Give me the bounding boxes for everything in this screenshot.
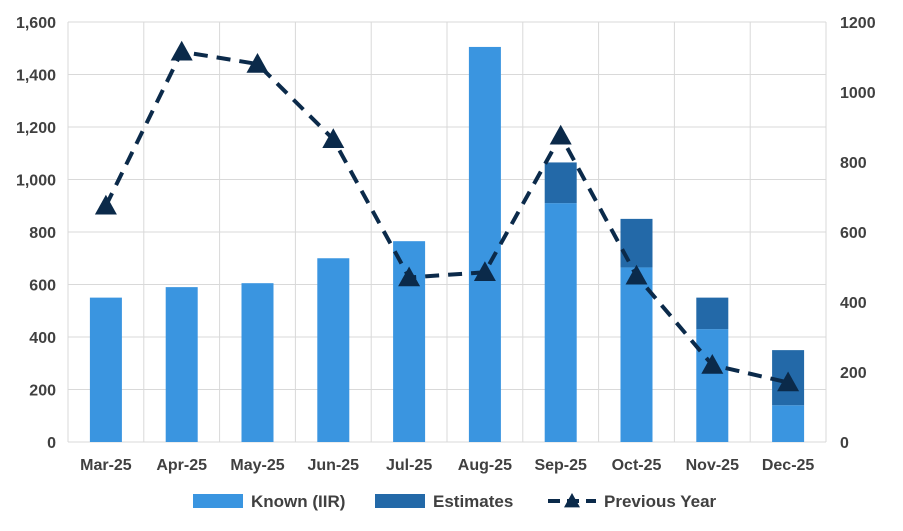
x-axis-tick-label: Jul-25 [386,457,432,474]
left-axis-tick-label: 1,000 [16,173,56,190]
left-axis-tick-label: 200 [29,383,56,400]
bar-estimates-nov-25 [696,297,729,330]
bar-known-iir-sep-25 [544,203,577,442]
previous-year-series [94,40,800,392]
right-axis-tick-label: 200 [840,365,867,382]
legend-swatch-known [193,494,243,508]
x-axis-tick-label: Dec-25 [762,457,815,474]
previous-year-point-may-25 [246,53,269,73]
previous-year-point-mar-25 [94,194,117,215]
left-axis-tick-label: 600 [29,278,56,295]
legend-label-known: Known (IIR) [251,492,345,511]
x-axis: Mar-25 Apr-25 May-25 Jun-25 Jul-25 Aug-25 Sep-… [80,457,814,474]
previous-year-point-apr-25 [170,40,193,61]
x-axis-tick-label: Mar-25 [80,457,132,474]
bar-known-iir-dec-25 [772,405,805,442]
bar-known-iir-may-25 [241,283,274,442]
right-axis-tick-label: 600 [840,225,867,242]
gridlines [67,21,827,443]
previous-year-point-jun-25 [322,128,345,149]
right-axis-tick-label: 800 [840,155,867,172]
left-axis-tick-label: 1,200 [16,120,56,137]
bar-estimates-oct-25 [620,218,653,268]
bar-known-iir-oct-25 [620,267,653,442]
previous-year-line [104,49,789,385]
x-axis-tick-label: Sep-25 [534,457,587,474]
x-axis-tick-label: May-25 [230,457,284,474]
bar-known-iir-nov-25 [696,329,729,442]
x-axis-tick-label: Nov-25 [686,457,739,474]
previous-year-point-dec-25 [777,371,800,392]
x-axis-tick-label: Apr-25 [156,457,207,474]
x-axis-tick-label: Jun-25 [308,457,360,474]
right-axis-tick-label: 0 [840,435,849,452]
right-y-axis: 0 200 400 600 800 1000 1200 [840,15,876,452]
previous-year-point-aug-25 [473,261,496,282]
previous-year-point-nov-25 [701,354,724,374]
legend-label-previous-year: Previous Year [604,492,717,511]
right-axis-tick-label: 1000 [840,85,876,102]
x-axis-tick-label: Aug-25 [458,457,512,474]
legend-swatch-estimates [375,494,425,508]
left-axis-tick-label: 0 [47,435,56,452]
left-axis-tick-label: 1,400 [16,68,56,85]
bar-series [89,46,805,442]
left-axis-tick-label: 400 [29,330,56,347]
left-y-axis: 0 200 400 600 800 1,000 1,200 1,400 1,600 [16,15,56,452]
right-axis-tick-label: 400 [840,295,867,312]
bar-known-iir-mar-25 [89,297,122,442]
left-axis-tick-label: 800 [29,225,56,242]
right-axis-tick-label: 1200 [840,15,876,32]
bar-known-iir-aug-25 [468,46,501,442]
x-axis-tick-label: Oct-25 [612,457,662,474]
legend-label-estimates: Estimates [433,492,513,511]
previous-year-point-jul-25 [398,266,421,287]
left-axis-tick-label: 1,600 [16,15,56,32]
legend: Known (IIR) Estimates Previous Year [193,492,717,511]
legend-marker-previous-year [564,493,580,508]
previous-year-point-oct-25 [625,264,648,285]
bar-known-iir-jun-25 [317,258,350,442]
bar-known-iir-apr-25 [165,287,198,442]
previous-year-point-sep-25 [549,124,572,145]
bar-estimates-sep-25 [544,162,577,204]
